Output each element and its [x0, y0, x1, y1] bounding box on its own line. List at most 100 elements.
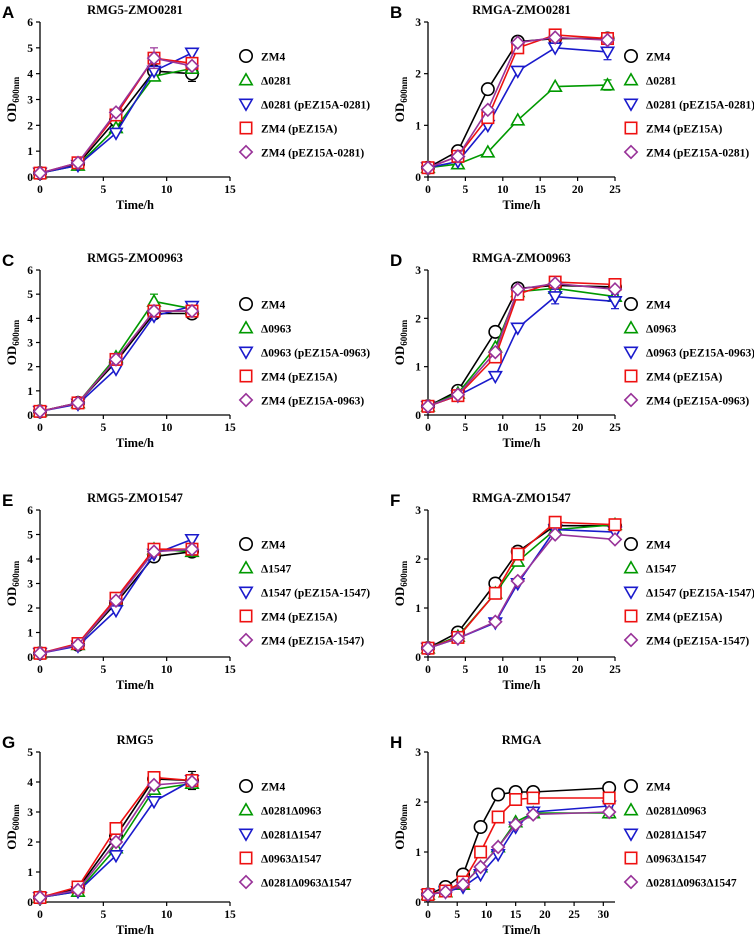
data-point	[108, 127, 124, 141]
y-tick-label: 2	[27, 120, 33, 132]
legend-label: ZM4 (pEZ15A)	[646, 372, 723, 384]
data-point	[108, 352, 124, 367]
y-tick-label: 2	[27, 362, 33, 374]
data-point	[510, 282, 526, 297]
legend: ZM4 Δ0963 Δ0963 (pEZ15A-0963) ZM4 (pEZ15A) Z…	[238, 296, 370, 408]
y-tick-label: 1	[415, 120, 421, 132]
legend-label: ZM4	[261, 52, 286, 64]
x-tick-label: 15	[224, 184, 236, 196]
x-tick-label: 0	[37, 664, 43, 676]
y-axis-label-sub: 600nm	[11, 76, 21, 103]
y-tick-label: 1	[27, 146, 33, 158]
y-axis-label-main: OD	[392, 587, 407, 607]
legend-marker	[623, 778, 638, 793]
legend-label: ZM4 (pEZ15A-0281)	[646, 148, 749, 160]
legend-label: ZM4	[646, 52, 671, 64]
y-axis-label-sub: 600nm	[399, 560, 409, 587]
legend-label: ZM4 (pEZ15A)	[261, 372, 338, 384]
legend-marker	[623, 586, 639, 600]
data-point	[510, 322, 526, 336]
x-tick-label: 15	[534, 422, 546, 434]
y-axis-label-sub: 600nm	[11, 804, 21, 831]
data-point	[602, 791, 616, 805]
x-tick-label: 10	[161, 909, 173, 921]
series-2	[420, 42, 616, 176]
chart-title: RMGA-ZMO1547	[472, 491, 571, 505]
legend-label: Δ0281Δ1547	[646, 830, 707, 842]
y-axis-label-main: OD	[4, 830, 19, 850]
data-point	[599, 46, 616, 60]
data-point	[184, 774, 200, 790]
y-tick-label: 3	[415, 505, 421, 517]
chart-panel-f: F RMGA-ZMO1547 0 1 2 3 0 5 10 15 20 25 Time/h OD600nm…	[390, 491, 754, 692]
data-point	[184, 541, 200, 557]
series-4	[420, 30, 615, 176]
data-point	[608, 518, 622, 532]
x-axis-label: Time/h	[116, 436, 154, 450]
x-tick-label: 25	[609, 422, 621, 434]
data-point	[510, 35, 526, 50]
legend-marker	[623, 632, 639, 648]
y-tick-label: 3	[27, 95, 33, 107]
series-4	[420, 527, 623, 656]
y-tick-label: 3	[415, 747, 421, 759]
data-point	[490, 839, 506, 855]
x-axis-label: Time/h	[503, 923, 541, 937]
legend-marker	[623, 802, 639, 816]
y-axis-label-main: OD	[4, 587, 19, 607]
data-point	[109, 821, 123, 835]
y-tick-label: 0	[27, 410, 33, 422]
y-tick-label: 1	[415, 847, 421, 859]
panel-letter: D	[390, 251, 402, 270]
data-point	[508, 817, 523, 832]
x-tick-label: 15	[224, 422, 236, 434]
y-tick-label: 2	[415, 313, 421, 325]
legend-label: Δ1547	[646, 564, 676, 576]
data-point	[510, 573, 526, 589]
data-point	[601, 804, 617, 820]
legend-label: Δ0281Δ0963	[646, 806, 707, 818]
data-point	[450, 387, 466, 403]
legend-label: ZM4	[261, 782, 286, 794]
legend-marker	[239, 296, 254, 311]
legend-marker	[623, 320, 639, 334]
legend-marker	[238, 346, 254, 360]
y-axis-label-main: OD	[392, 103, 407, 123]
data-point	[488, 586, 502, 600]
series-4	[32, 303, 200, 419]
legend-marker	[623, 392, 639, 408]
data-point	[473, 859, 488, 875]
legend-marker	[624, 121, 638, 135]
data-point	[487, 344, 503, 360]
series-4	[420, 804, 617, 902]
panel-letter: F	[390, 491, 400, 510]
data-point	[480, 102, 496, 118]
y-tick-label: 0	[415, 652, 421, 664]
x-axis-label: Time/h	[116, 923, 154, 937]
y-tick-label: 3	[27, 338, 33, 350]
x-tick-label: 15	[534, 664, 546, 676]
legend: ZM4 Δ1547 Δ1547 (pEZ15A-1547) ZM4 (pEZ15A) Z…	[623, 536, 754, 648]
legend-marker	[239, 121, 253, 135]
y-tick-label: 3	[27, 579, 33, 591]
data-point	[480, 144, 496, 158]
y-tick-label: 4	[27, 554, 33, 566]
x-tick-label: 5	[100, 184, 106, 196]
legend-label: ZM4 (pEZ15A-1547)	[261, 636, 364, 648]
x-tick-label: 15	[510, 909, 522, 921]
x-tick-label: 5	[463, 184, 469, 196]
y-axis-label: OD600nm	[4, 319, 21, 365]
x-tick-label: 15	[534, 184, 546, 196]
legend-marker	[623, 536, 638, 551]
legend-marker	[238, 586, 254, 600]
legend-label: ZM4	[646, 782, 671, 794]
y-axis-label-main: OD	[4, 103, 19, 123]
data-point	[108, 593, 124, 608]
x-tick-label: 20	[572, 664, 584, 676]
data-point	[599, 77, 616, 91]
series-4	[32, 774, 200, 905]
y-axis-label: OD600nm	[392, 804, 409, 850]
legend-label: Δ0281	[261, 76, 291, 88]
legend-marker	[238, 874, 254, 890]
chart-panel-c: C RMG5-ZMO0963 0 1 2 3 4 5 6 0 5 10 15 Time/h OD600nm Z…	[2, 251, 370, 450]
